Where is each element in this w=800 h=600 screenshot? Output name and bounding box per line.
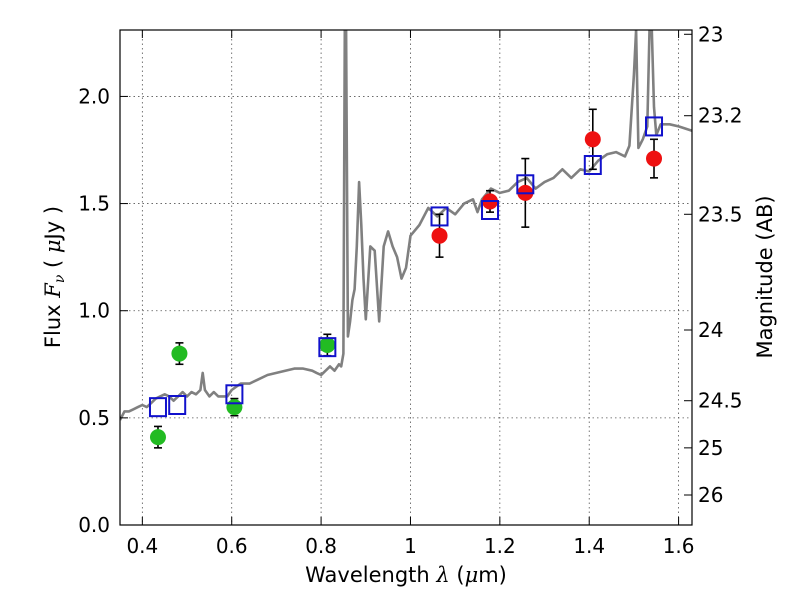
marker-layer <box>148 108 664 449</box>
y-tick-label: 2.0 <box>78 84 110 108</box>
red_observed-point <box>431 227 448 244</box>
model_photometry-square <box>583 155 602 175</box>
right-tick-label: 23.5 <box>698 202 743 226</box>
model_photometry-square <box>516 174 535 195</box>
plot-frame <box>119 29 693 526</box>
y-tick-label: 1.0 <box>78 299 110 323</box>
model_photometry-square <box>318 337 337 358</box>
model_photometry-square <box>481 200 500 220</box>
model_photometry-square <box>225 384 244 405</box>
right-tick-label: 26 <box>698 483 723 507</box>
right-tick-label: 23.2 <box>698 104 743 128</box>
model_photometry-square <box>430 206 449 227</box>
y-tick-label: 0.5 <box>78 406 110 430</box>
x-tick-label: 0.4 <box>126 534 158 558</box>
x-tick-label: 1 <box>404 534 417 558</box>
right-tick-label: 24 <box>698 318 723 342</box>
grid-lines <box>120 30 692 526</box>
red_observed-point <box>646 150 663 167</box>
right-axis-title: Magnitude (AB) <box>753 195 777 358</box>
right-tick-label: 25 <box>698 436 723 460</box>
x-tick-label: 0.8 <box>305 534 337 558</box>
x-tick-label: 1.4 <box>573 534 605 558</box>
green_observed-point <box>226 399 243 416</box>
x-tick-label: 0.6 <box>216 534 248 558</box>
green_observed-point <box>171 345 188 362</box>
spectrum-layer <box>120 30 692 421</box>
red_observed-point <box>584 131 601 148</box>
y-tick-label: 0.0 <box>78 513 110 537</box>
tick-layer: 0.4 0.6 0.8 1 1.2 1.4 1.6 0.0 0.5 1.0 1.5 2.0 23 23.2… <box>78 22 742 558</box>
x-axis-title: Wavelength λ (μm) <box>305 563 507 587</box>
x-tick-label: 1.6 <box>663 534 695 558</box>
x-tick-label: 1.2 <box>484 534 516 558</box>
y-axis-title: Flux Fν ( μJy ) <box>41 206 68 348</box>
green_observed-point <box>319 337 336 353</box>
model_photometry-square <box>645 116 664 137</box>
green_observed-point <box>149 429 166 446</box>
model_photometry-square <box>148 397 167 418</box>
model_photometry-square <box>168 395 187 415</box>
right-tick-label: 24.5 <box>698 389 743 413</box>
spectrum-line <box>120 30 692 421</box>
y-tick-label: 1.5 <box>78 192 110 216</box>
right-tick-label: 23 <box>698 22 723 46</box>
